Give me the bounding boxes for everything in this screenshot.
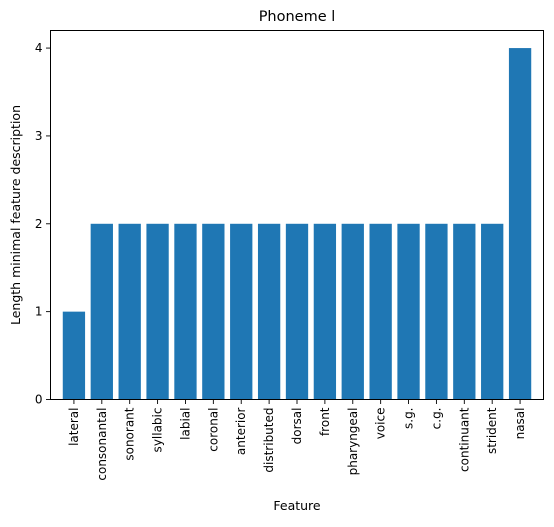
- bar-syllabic: [146, 223, 169, 400]
- x-axis-ticks: lateral consonantal sonorant syllabic labial…: [67, 399, 527, 481]
- bar-s-g: [397, 223, 420, 400]
- y-axis-label: Length minimal feature description: [8, 105, 23, 325]
- x-tick-label: coronal: [206, 408, 220, 452]
- x-tick-label: consonantal: [95, 408, 109, 481]
- chart-title: Phoneme l: [259, 9, 336, 25]
- x-tick-label: c.g.: [429, 408, 443, 430]
- y-tick-label: 2: [35, 217, 43, 231]
- x-tick-label: voice: [374, 408, 388, 440]
- x-axis-label: Feature: [273, 498, 321, 513]
- bar-voice: [369, 223, 392, 400]
- bar-pharyngeal: [341, 223, 364, 400]
- x-tick-label: continuant: [457, 407, 471, 472]
- bar-lateral: [62, 311, 86, 400]
- bar-distributed: [257, 223, 281, 400]
- x-tick-label: dorsal: [290, 408, 304, 445]
- bars: [62, 48, 532, 400]
- y-tick-label: 4: [35, 41, 43, 55]
- bar-c-g: [425, 223, 448, 400]
- bar-coronal: [202, 223, 225, 400]
- x-tick-label: strident: [485, 407, 499, 454]
- x-tick-label: sonorant: [123, 407, 137, 460]
- x-tick-label: pharyngeal: [346, 408, 360, 476]
- bar-labial: [174, 223, 197, 400]
- x-tick-label: s.g.: [402, 408, 416, 430]
- x-tick-label: labial: [178, 408, 192, 440]
- bar-sonorant: [118, 223, 141, 400]
- bar-dorsal: [285, 223, 309, 400]
- bar-strident: [481, 223, 504, 400]
- x-tick-label: anterior: [234, 407, 248, 455]
- plot-frame: [50, 30, 544, 400]
- bar-continuant: [453, 223, 476, 400]
- y-tick-label: 3: [35, 129, 43, 143]
- x-tick-label: distributed: [262, 408, 276, 473]
- x-tick-label: syllabic: [151, 408, 165, 453]
- x-tick-label: nasal: [513, 408, 527, 440]
- bar-front: [313, 223, 337, 400]
- bar-consonantal: [90, 223, 113, 400]
- bar-anterior: [230, 223, 253, 400]
- y-axis-ticks: 0 1 2 3 4: [35, 41, 51, 407]
- y-tick-label: 0: [35, 393, 43, 407]
- y-tick-label: 1: [35, 305, 43, 319]
- x-tick-label: front: [318, 407, 332, 436]
- bar-nasal: [508, 48, 532, 400]
- x-tick-label: lateral: [67, 408, 81, 446]
